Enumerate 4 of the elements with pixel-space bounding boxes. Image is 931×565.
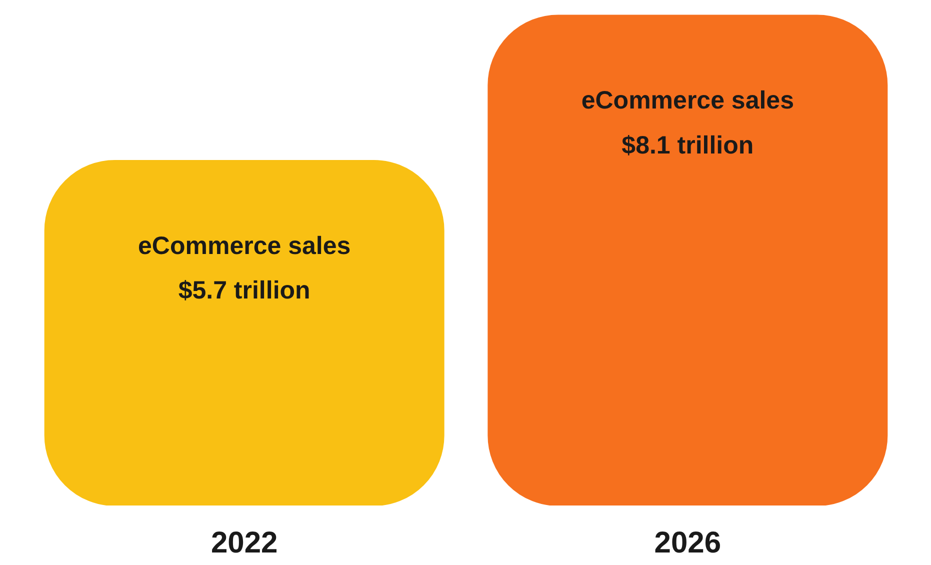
x-tick-label: 2022 (210, 526, 278, 560)
data-label: eCommerce sales $8.1 trillion (581, 86, 794, 160)
data-label: eCommerce sales $5.7 trillion (138, 232, 351, 305)
x-tick-label: 2026 (654, 526, 722, 560)
